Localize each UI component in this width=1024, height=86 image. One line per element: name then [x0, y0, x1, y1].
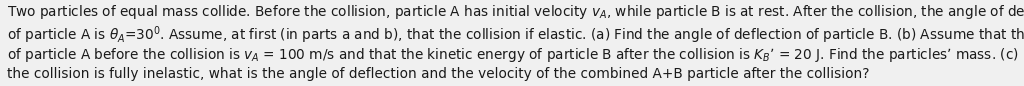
Text: of particle A before the collision is $v_A$ = 100 m/s and that the kinetic energ: of particle A before the collision is $v…	[7, 46, 1024, 64]
Text: Two particles of equal mass collide. Before the collision, particle A has initia: Two particles of equal mass collide. Bef…	[7, 3, 1024, 21]
Text: of particle A is $\theta_A$=30$^0$. Assume, at first (in parts a and b), that th: of particle A is $\theta_A$=30$^0$. Assu…	[7, 25, 1024, 46]
Text: the collision is fully inelastic, what is the angle of deflection and the veloci: the collision is fully inelastic, what i…	[7, 67, 869, 81]
